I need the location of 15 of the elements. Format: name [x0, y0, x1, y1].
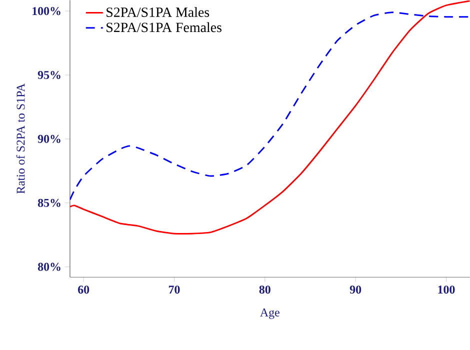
y-tick-label: 80%: [38, 262, 60, 271]
x-tick-label: 80: [259, 286, 270, 294]
y-tick-label: 90%: [38, 134, 60, 143]
y-tick-label: 95%: [38, 70, 60, 80]
legend-label: S2PA/S1PA Females: [106, 22, 222, 32]
y-axis-title: Ratio of S2PA to S1PA: [16, 83, 25, 194]
x-tick-label: 60: [78, 286, 90, 294]
legend-label: S2PA/S1PA Males: [106, 7, 210, 17]
x-tick-label: 100: [438, 286, 455, 294]
line-series: [70, 0, 470, 234]
x-tick-label: 70: [168, 286, 180, 294]
x-tick-label: 90: [350, 286, 362, 294]
y-tick-label: 85%: [38, 198, 60, 207]
y-tick-label: 100%: [32, 6, 60, 16]
x-axis-title: Age: [260, 308, 280, 319]
